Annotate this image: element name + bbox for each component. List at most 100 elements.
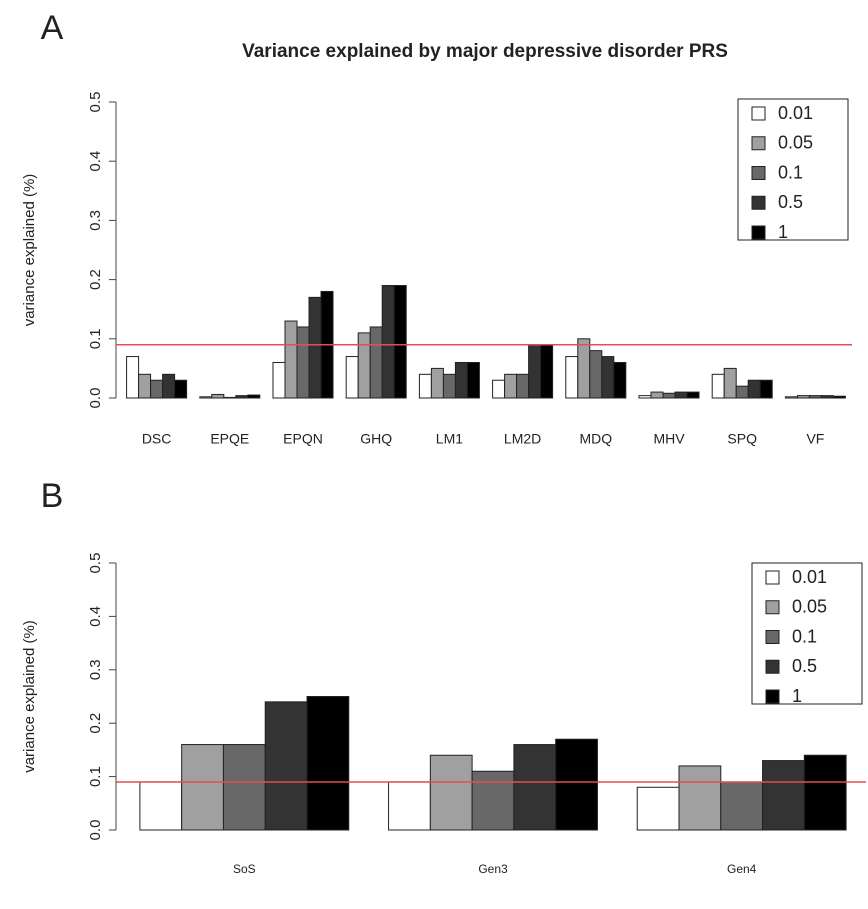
bar [638,395,652,399]
bar [162,373,176,399]
x-tick-label: GHQ [360,431,392,447]
legend-swatch [751,106,766,121]
x-tick-label: SPQ [727,431,757,447]
y-tick-label: 0.4 [87,151,104,172]
bar [662,392,676,399]
bar [430,367,444,399]
bar [272,361,286,399]
bar [211,393,225,399]
y-axis-label: variance explained (%) [21,174,38,327]
bar [139,781,183,831]
y-tick-label: 0.5 [87,92,104,113]
x-tick-label: DSC [142,431,172,447]
bar [686,391,700,399]
bar [762,760,805,831]
bar [126,356,140,399]
bar [429,754,473,831]
bar [565,356,579,399]
bar [674,391,688,399]
bar [747,379,761,399]
bar [442,373,456,399]
bar [528,344,542,399]
bar [555,738,598,831]
bar [393,285,407,399]
y-tick-label: 0.5 [87,553,104,574]
bar [308,296,322,399]
legend-swatch [751,136,766,151]
bar [784,396,798,399]
bar [589,350,603,399]
x-tick-label: EPQN [283,431,323,447]
legend-label: 0.1 [792,626,817,646]
bar [388,781,431,831]
bar [516,373,530,399]
chart-title: Variance explained by major depressive d… [242,41,728,62]
y-tick-label: 0.0 [87,388,104,409]
bar [296,326,310,399]
bar [466,361,480,399]
x-tick-label: LM2D [504,431,541,447]
legend-label: 0.01 [792,567,827,587]
bar [577,338,591,399]
legend-label: 1 [792,686,802,706]
y-axis-label: variance explained (%) [21,620,38,773]
x-tick-label: EPQE [210,431,249,447]
bar [513,744,557,831]
legend-label: 0.05 [792,597,827,617]
bar [222,744,266,831]
legend-label: 0.5 [778,192,803,212]
legend-swatch [751,195,766,210]
bar [150,379,164,399]
bar [613,361,627,399]
panel-label: B [41,477,64,515]
x-tick-label: SoS [233,862,256,876]
bar [735,385,749,399]
panel-label: A [41,9,64,47]
legend-swatch [765,689,780,704]
legend-swatch [765,600,780,615]
legend-swatch [751,225,766,240]
bar [492,379,506,399]
bar [803,754,847,831]
y-tick-label: 0.4 [87,606,104,627]
bar [223,396,237,399]
legend-swatch [765,630,780,644]
bar [284,320,298,399]
bar [808,395,822,399]
bar [678,765,722,831]
y-tick-label: 0.1 [87,328,104,349]
bar [540,344,554,399]
x-tick-label: LM1 [436,431,463,447]
y-tick-label: 0.3 [87,210,104,231]
bar [711,373,725,399]
y-tick-label: 0.3 [87,659,104,680]
legend-label: 0.01 [778,103,813,123]
bar [264,701,308,831]
y-tick-label: 0.2 [87,713,104,734]
legend-swatch [765,659,780,674]
y-tick-label: 0.1 [87,766,104,787]
bar [345,356,359,399]
x-tick-label: Gen4 [727,862,757,876]
x-tick-label: MHV [653,431,685,447]
bar [650,391,664,399]
bar [181,744,224,831]
x-tick-label: Gen3 [478,862,508,876]
bar [723,367,737,399]
bar [601,356,615,399]
bar [471,770,515,831]
bar [381,285,395,399]
bar [720,781,764,831]
bar [759,379,773,399]
legend-swatch [751,166,766,180]
x-tick-label: MDQ [579,431,612,447]
bar [138,373,152,399]
bar [235,395,249,399]
bar [832,395,846,399]
bar [247,394,261,399]
bar [306,696,350,831]
legend-label: 0.05 [778,133,813,153]
legend-label: 1 [778,222,788,242]
bar [199,396,213,399]
bar [504,373,518,399]
